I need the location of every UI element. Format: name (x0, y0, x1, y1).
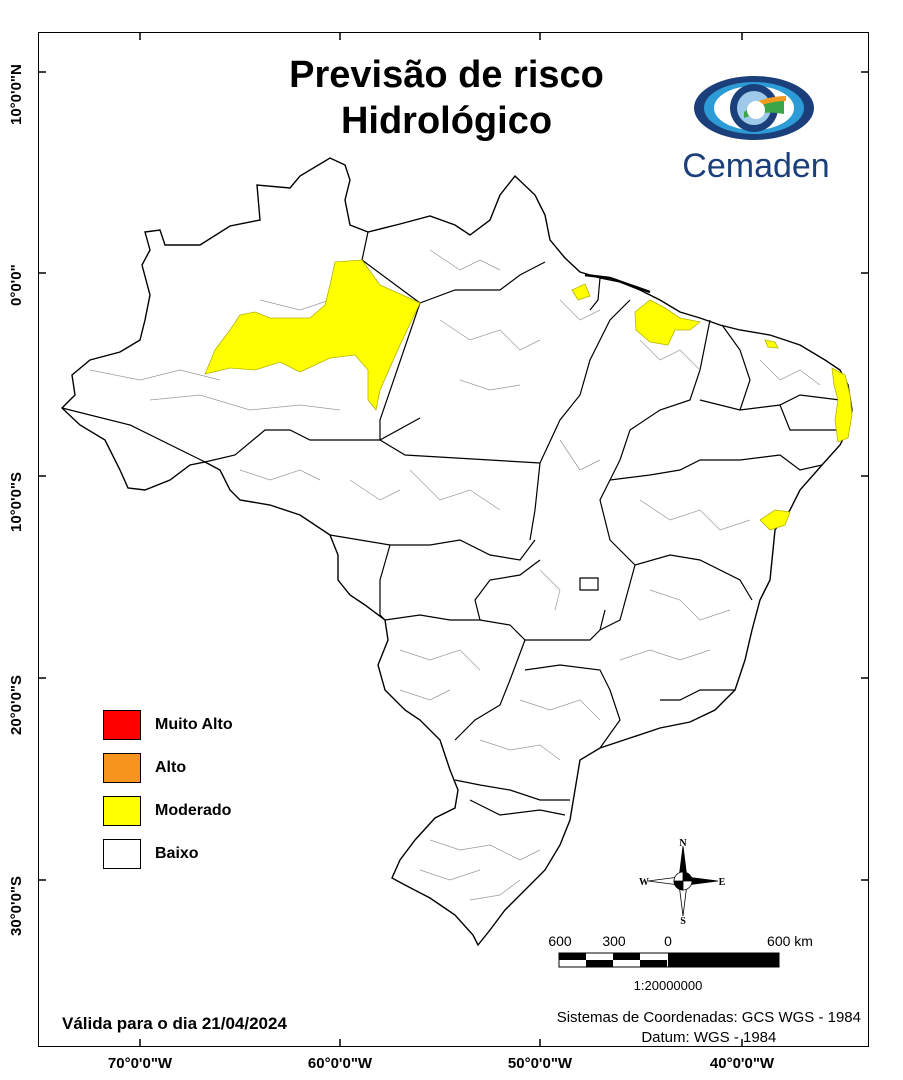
legend-label-baixo: Baixo (155, 845, 199, 862)
state-boundaries (61, 231, 848, 816)
map-frame (38, 32, 869, 1047)
compass-n: N (679, 838, 687, 849)
scale-bar-graphic (558, 952, 780, 968)
legend-swatch-moderado (103, 796, 141, 826)
risk-area-coast-ne (831, 367, 853, 443)
lon-label-40w: 40°0'0"W (709, 1055, 775, 1072)
coordinate-system-line1: Sistemas de Coordenadas: GCS WGS - 1984 (556, 1009, 861, 1026)
validity-date: Válida para o dia 21/04/2024 (62, 1014, 287, 1033)
legend-swatch-baixo (103, 839, 141, 869)
lon-label-60w: 60°0'0"W (307, 1055, 373, 1072)
map-title-line2: Hidrológico (340, 100, 553, 142)
lat-label-20s: 20°0'0"S (8, 674, 25, 735)
brazil-outline (60, 157, 853, 947)
map-title: Previsão de risco Hidrológico (0, 52, 903, 144)
north-coast-line (584, 273, 651, 294)
scale-label-300: 300 (602, 933, 626, 949)
risk-area-amapa (571, 283, 591, 301)
risk-area-maranhao (634, 299, 701, 346)
lon-label-50w: 50°0'0"W (507, 1055, 573, 1072)
map-title-line1: Previsão de risco (289, 54, 604, 96)
compass-rose-icon: N S W E (639, 838, 726, 926)
cemaden-logo-icon (694, 76, 814, 140)
coordinate-system-line2: Datum: WGS - 1984 (641, 1029, 777, 1046)
compass-w: W (639, 877, 649, 888)
legend-swatch-alto (103, 753, 141, 783)
frame-ticks (38, 32, 869, 1047)
legend-label-moderado: Moderado (155, 802, 232, 819)
risk-area-bahia-coast (759, 509, 791, 531)
scale-ratio: 1:20000000 (633, 978, 703, 993)
lon-label-70w: 70°0'0"W (107, 1055, 173, 1072)
lat-label-0: 0°0'0" (8, 264, 25, 306)
coordinate-system: Sistemas de Coordenadas: GCS WGS - 1984 … (557, 1008, 861, 1048)
compass-s: S (680, 916, 686, 926)
risk-moderado-areas (204, 259, 853, 531)
compass-e: E (719, 877, 726, 888)
lat-label-30s: 30°0'0"S (8, 875, 25, 936)
legend-swatch-muito-alto (103, 710, 141, 740)
region-boundaries (89, 249, 821, 901)
risk-area-amazonas (204, 259, 421, 411)
lat-label-10s: 10°0'0"S (8, 471, 25, 532)
scale-label-0: 0 (664, 933, 672, 949)
legend-label-muito-alto: Muito Alto (155, 716, 233, 733)
cemaden-logo-text: Cemaden (682, 147, 830, 185)
scale-label-600-km: 600 km (767, 933, 813, 949)
risk-area-ceara (764, 339, 779, 349)
scale-label-600-left: 600 (548, 933, 572, 949)
legend-label-alto: Alto (155, 759, 187, 776)
